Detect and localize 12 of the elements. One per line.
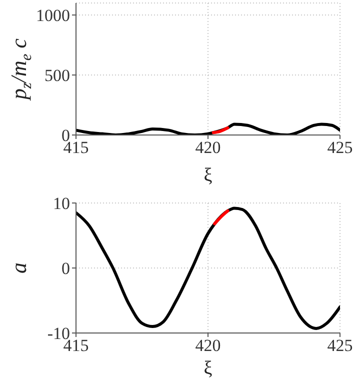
y-axis-title: a: [6, 262, 31, 274]
x-tick-label: 420: [195, 138, 221, 158]
y-tick-label: 500: [44, 66, 70, 86]
x-tick-label: 425: [327, 138, 353, 158]
x-tick-label: 420: [195, 336, 221, 356]
line-series: [76, 206, 340, 330]
x-axis-title: ξ: [204, 358, 213, 379]
x-axis-title: ξ: [204, 165, 213, 186]
y-tick-label: 1000: [36, 6, 70, 26]
y-tick-label: 0: [62, 259, 70, 278]
y-tick-label: 10: [53, 194, 70, 214]
x-tick-label: 425: [327, 336, 353, 356]
